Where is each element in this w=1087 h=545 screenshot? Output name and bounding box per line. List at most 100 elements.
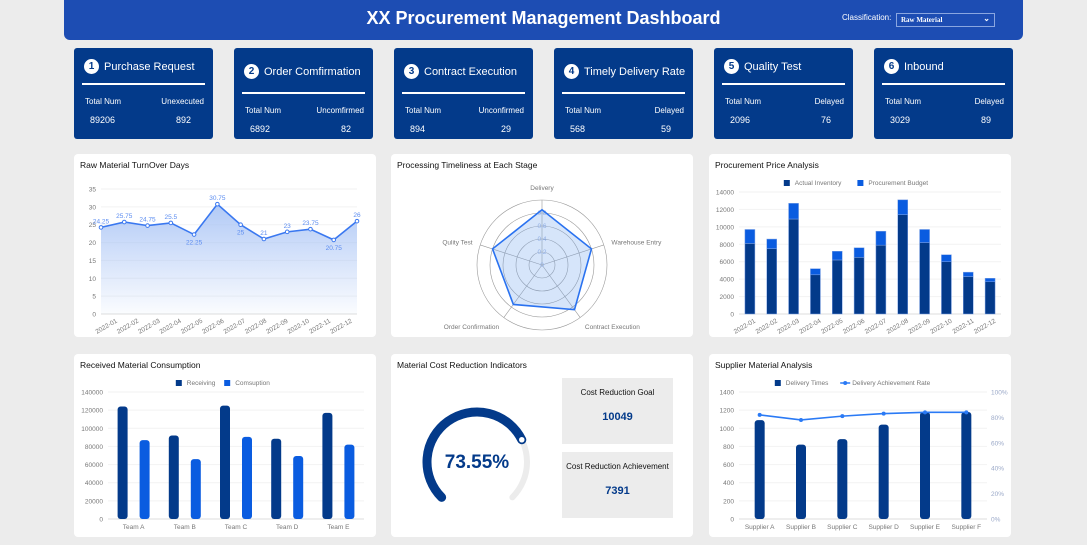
classification-label: Classification: bbox=[842, 13, 892, 22]
series-line bbox=[100, 203, 358, 241]
rate-point bbox=[923, 410, 927, 415]
radar-tick-label: 0 bbox=[540, 262, 544, 269]
y-tick-label: 4000 bbox=[720, 277, 735, 284]
x-tick-label: 2022-11 bbox=[952, 317, 976, 335]
x-tick-label: 2022-01 bbox=[95, 317, 119, 335]
bar bbox=[897, 214, 908, 315]
x-tick-label: 2022-04 bbox=[159, 317, 183, 335]
data-label: 23 bbox=[284, 223, 292, 230]
x-tick-label: 2022-10 bbox=[287, 317, 311, 335]
bar bbox=[242, 436, 252, 519]
y-tick-label: 30 bbox=[89, 204, 97, 211]
rate-point bbox=[799, 417, 803, 422]
turnover-days-panel: Raw Material TurnOver Days 0 5 10 15 20 25 30 35… bbox=[74, 154, 376, 337]
kpi-card[interactable]: 4 Timely Delivery Rate Total Num Delayed … bbox=[554, 48, 693, 139]
timeliness-radar-chart: Delivery Warehouse Entry Contract Executio… bbox=[442, 185, 662, 331]
achievement-value: 7391 bbox=[605, 485, 630, 497]
data-label: 24.75 bbox=[139, 217, 156, 224]
kpi-card[interactable]: 3 Contract Execution Total Num Unconfirme… bbox=[394, 48, 533, 139]
x-tick-label: 2022-07 bbox=[223, 317, 247, 335]
data-label: 26 bbox=[353, 212, 361, 219]
kpi-label-secondary: Unconfirmed bbox=[478, 106, 524, 115]
kpi-card[interactable]: 1 Purchase Request Total Num Unexecuted 8… bbox=[74, 48, 213, 139]
x-tick-label: 2022-07 bbox=[864, 317, 888, 335]
kpi-value-secondary: 29 bbox=[500, 124, 511, 134]
panel-title: Material Cost Reduction Indicators bbox=[397, 360, 527, 370]
x-tick-label: 2022-10 bbox=[929, 317, 953, 335]
kpi-title: Contract Execution bbox=[424, 65, 517, 78]
y-tick-label: 1000 bbox=[720, 426, 735, 433]
bar bbox=[293, 455, 304, 519]
y-tick-label: 400 bbox=[723, 480, 734, 487]
y-tick-label: 0 bbox=[730, 312, 734, 319]
x-tick-label: 2022-09 bbox=[907, 317, 931, 335]
classification-value: Raw Material bbox=[901, 16, 943, 24]
panel-title: Procurement Price Analysis bbox=[715, 160, 819, 170]
x-tick-label: Team D bbox=[276, 524, 299, 531]
price-bar-chart: 020004000600080001000012000140002022-012… bbox=[716, 180, 1001, 336]
gauge-fill bbox=[422, 407, 527, 502]
bar bbox=[878, 424, 889, 519]
y-tick-label: 140000 bbox=[81, 390, 103, 397]
kpi-header: 4 Timely Delivery Rate bbox=[564, 64, 685, 79]
x-tick-label: 2022-08 bbox=[886, 317, 910, 335]
rate-point bbox=[840, 414, 845, 419]
radar-axis bbox=[541, 264, 581, 318]
legend-swatch bbox=[857, 180, 864, 186]
legend-label: Procurement Budget bbox=[868, 180, 928, 187]
kpi-card[interactable]: 2 Order Comfirmation Total Num Uncomfirme… bbox=[234, 48, 373, 139]
legend-label: Comsuption bbox=[235, 380, 270, 387]
kpi-card[interactable]: 5 Quality Test Total Num Delayed 2096 76 bbox=[714, 48, 853, 139]
data-label: 22.25 bbox=[186, 240, 203, 247]
kpi-card[interactable]: 6 Inbound Total Num Delayed 3029 89 bbox=[874, 48, 1013, 139]
page-title: XX Procurement Management Dashboard bbox=[366, 8, 721, 28]
bar bbox=[961, 411, 972, 519]
y-tick-label: 100000 bbox=[81, 426, 103, 433]
x-tick-label: 2022-03 bbox=[137, 317, 161, 335]
divider bbox=[882, 83, 1005, 85]
x-tick-label: Team C bbox=[225, 524, 248, 531]
y-tick-label: 8000 bbox=[720, 242, 735, 249]
bar bbox=[984, 278, 996, 283]
radar-indicator-label: Qulity Test bbox=[442, 239, 472, 246]
supplier-panel: Supplier Material Analysis 0 200 400 600 800 1… bbox=[709, 354, 1011, 537]
kpi-title: Timely Delivery Rate bbox=[584, 65, 686, 78]
y-tick-label: 0 bbox=[730, 517, 734, 524]
classification-select[interactable]: Raw Material ⌄ bbox=[896, 13, 995, 27]
y-tick-label: 80000 bbox=[85, 444, 103, 451]
rate-point bbox=[757, 412, 762, 417]
bar bbox=[766, 238, 777, 249]
legend-label: Delivery Times bbox=[786, 380, 829, 387]
data-label: 25.5 bbox=[164, 214, 177, 221]
supplier-combo-chart: 0 200 400 600 800 1000 1200 1400 Supplier A Suppl… bbox=[720, 380, 1008, 531]
kpi-title: Order Comfirmation bbox=[264, 65, 361, 78]
radar-tick-label: 0.4 bbox=[537, 236, 546, 243]
achievement-box: Cost Reduction Achievement 7391 bbox=[562, 452, 673, 518]
y-tick-label: 200 bbox=[723, 498, 734, 505]
data-point bbox=[145, 223, 150, 228]
x-tick-label: 2022-11 bbox=[308, 317, 332, 335]
divider bbox=[722, 83, 845, 85]
data-point bbox=[215, 201, 220, 207]
bar bbox=[853, 257, 865, 315]
bar bbox=[875, 244, 887, 315]
legend-label: Receiving bbox=[187, 380, 216, 387]
bar bbox=[766, 248, 777, 315]
legend-label: Actual Inventory bbox=[795, 180, 842, 187]
bar bbox=[190, 459, 201, 519]
bar bbox=[897, 199, 908, 215]
goal-value: 10049 bbox=[602, 411, 633, 423]
radar-series bbox=[491, 208, 593, 311]
kpi-header: 2 Order Comfirmation bbox=[244, 64, 361, 79]
bar bbox=[810, 268, 821, 276]
y-tick-label: 600 bbox=[723, 462, 734, 469]
bar bbox=[754, 420, 765, 519]
bar bbox=[744, 229, 756, 244]
x-tick-label: 2022-06 bbox=[842, 317, 866, 335]
y-tick-label: 20000 bbox=[85, 498, 103, 505]
bar bbox=[832, 259, 843, 315]
data-label: 23.75 bbox=[302, 220, 319, 227]
y-tick-label: 15 bbox=[89, 258, 97, 265]
data-label: 24.25 bbox=[93, 218, 110, 225]
kpi-header: 5 Quality Test bbox=[724, 59, 801, 74]
